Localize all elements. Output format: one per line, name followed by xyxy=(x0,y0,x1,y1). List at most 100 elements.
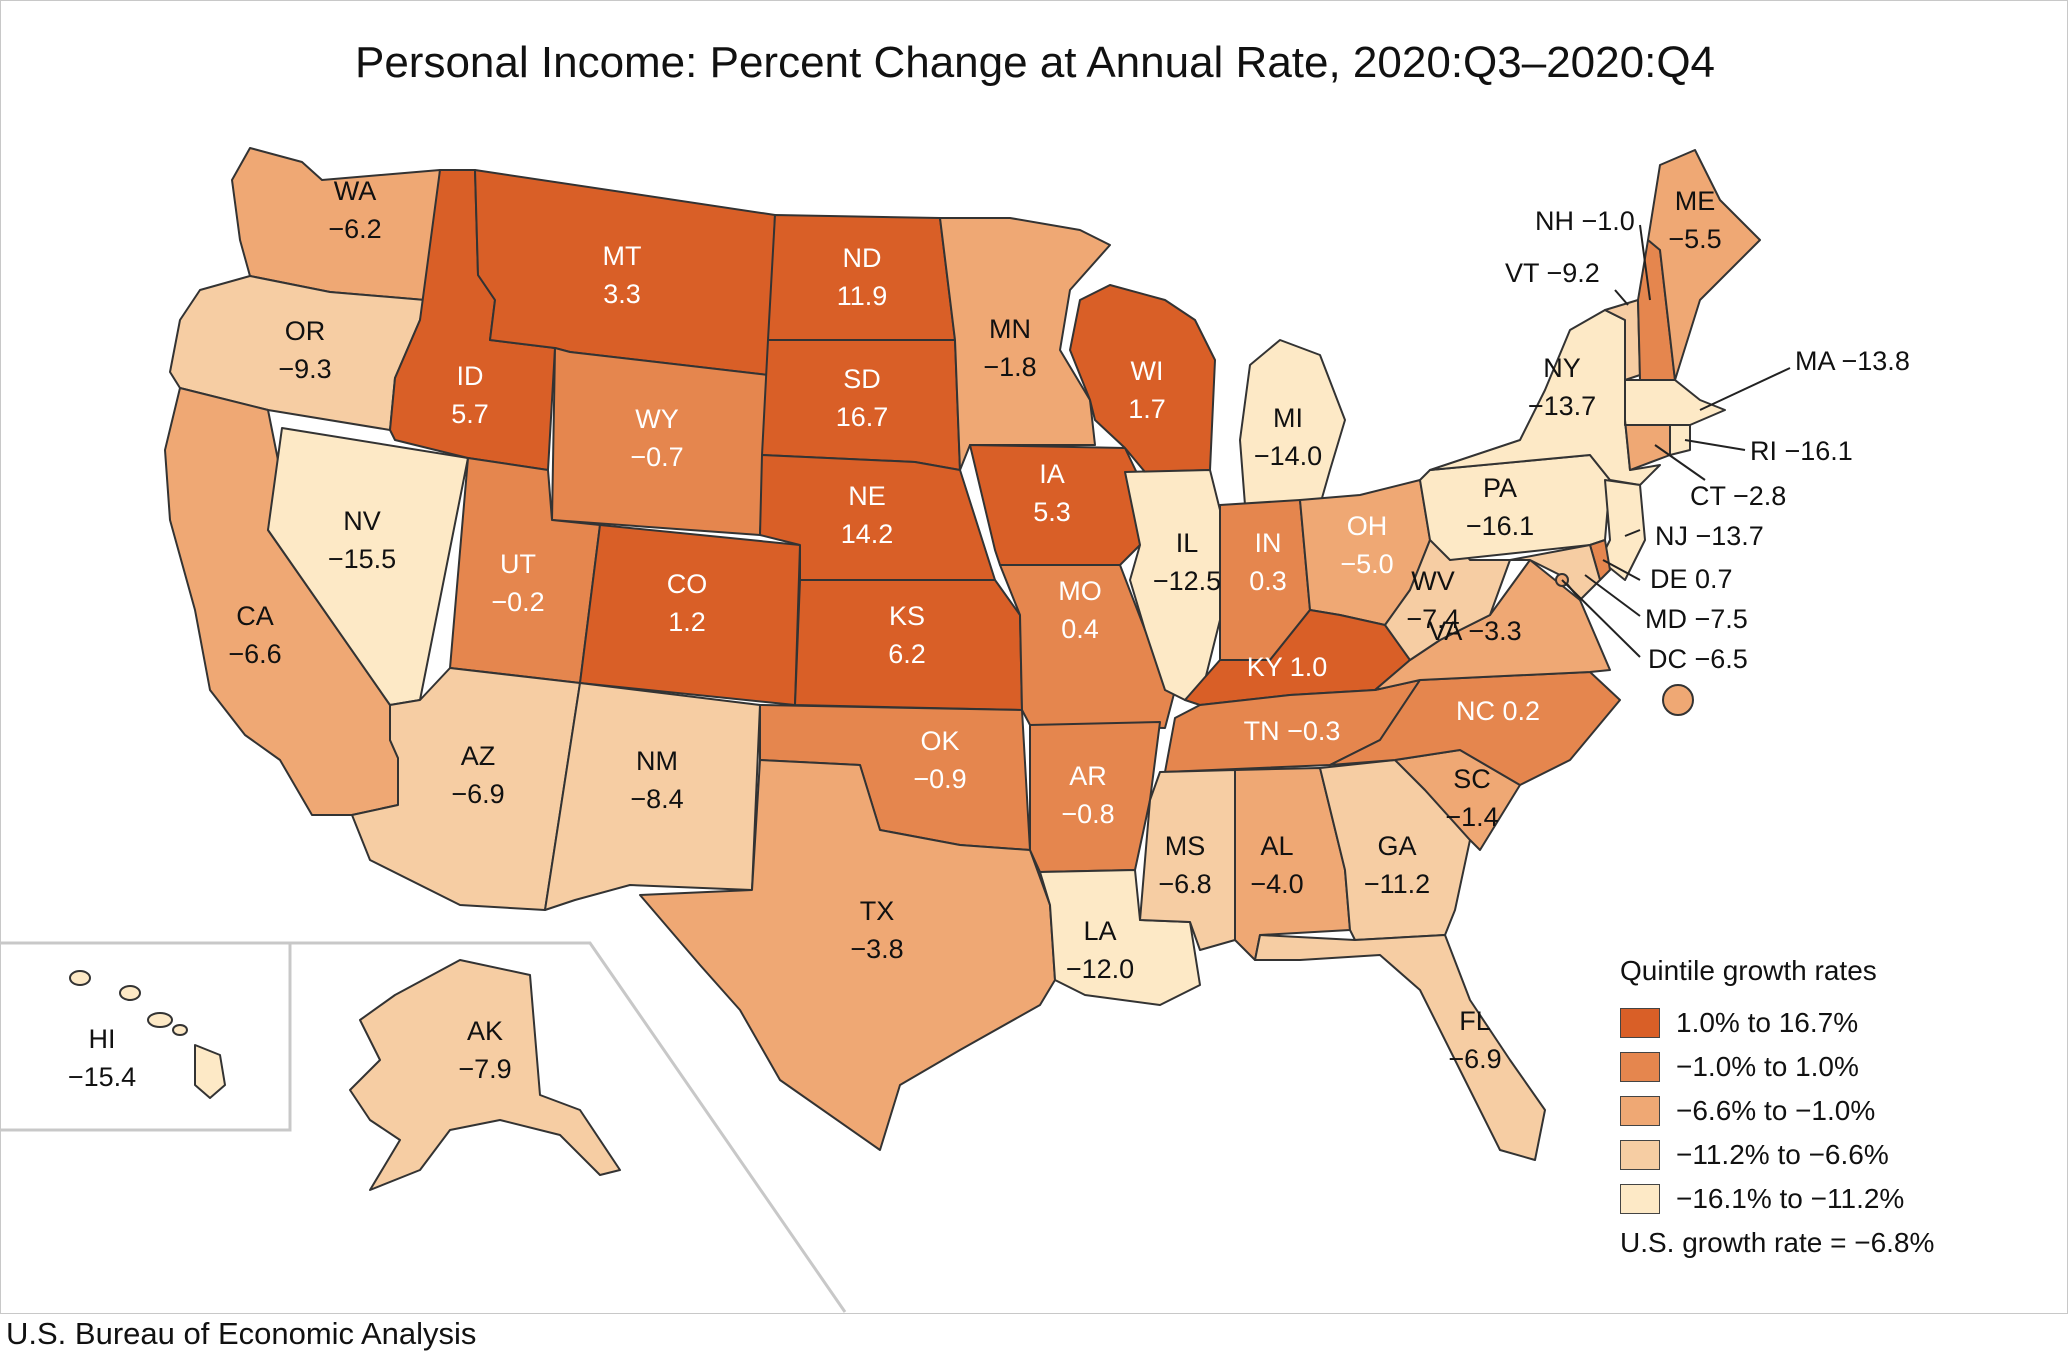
label-ia-abbr: IA xyxy=(1039,459,1065,489)
state-AK[interactable] xyxy=(349,959,621,1191)
state-AR[interactable] xyxy=(1029,721,1161,873)
label-tn: TN −0.3 xyxy=(1244,716,1341,746)
label-wv-value: −7.4 xyxy=(1406,604,1459,634)
callout-ct: CT −2.8 xyxy=(1690,481,1786,511)
legend-label: −6.6% to −1.0% xyxy=(1676,1095,1876,1126)
label-ut-value: −0.2 xyxy=(491,587,544,617)
label-ms-value: −6.8 xyxy=(1158,869,1211,899)
state-NC[interactable] xyxy=(1329,671,1621,786)
label-mt-value: 3.3 xyxy=(603,279,641,309)
label-az-value: −6.9 xyxy=(451,779,504,809)
label-sd-value: 16.7 xyxy=(836,402,889,432)
label-tx-abbr: TX xyxy=(860,896,895,926)
label-ca-abbr: CA xyxy=(236,601,274,631)
label-nd-abbr: ND xyxy=(843,243,882,273)
label-me-abbr: ME xyxy=(1675,186,1716,216)
legend-title: Quintile growth rates xyxy=(1620,955,1877,986)
state-VT[interactable] xyxy=(1604,299,1641,381)
state-MA[interactable] xyxy=(1624,379,1726,426)
callout-lines xyxy=(1561,224,1791,658)
state-FL[interactable] xyxy=(1254,934,1546,1161)
callout-md: MD −7.5 xyxy=(1645,604,1748,634)
label-ne-value: 14.2 xyxy=(841,519,894,549)
label-co-abbr: CO xyxy=(667,569,708,599)
state-CT[interactable] xyxy=(1624,419,1671,471)
callout-de: DE 0.7 xyxy=(1650,564,1733,594)
label-fl-value: −6.9 xyxy=(1448,1044,1501,1074)
callout-dc: DC −6.5 xyxy=(1648,644,1748,674)
label-mt-abbr: MT xyxy=(603,241,642,271)
callout-vt: VT −9.2 xyxy=(1505,258,1600,288)
hawaii-inset-box xyxy=(0,941,292,1132)
label-wi-abbr: WI xyxy=(1131,356,1164,386)
label-ne-abbr: NE xyxy=(848,481,886,511)
label-mo-abbr: MO xyxy=(1058,576,1102,606)
state-MN[interactable] xyxy=(939,217,1111,471)
callout-ma: MA −13.8 xyxy=(1795,346,1910,376)
legend-swatch xyxy=(1620,1052,1660,1082)
legend-item: −11.2% to −6.6% xyxy=(1620,1133,2040,1177)
label-wi-value: 1.7 xyxy=(1128,394,1166,424)
state-MI[interactable] xyxy=(1239,339,1346,506)
label-pa-abbr: PA xyxy=(1483,473,1517,503)
label-mn-abbr: MN xyxy=(989,314,1031,344)
legend-swatch xyxy=(1620,1096,1660,1126)
label-wa-value: −6.2 xyxy=(328,214,381,244)
state-NJ[interactable] xyxy=(1599,479,1646,581)
label-ia-value: 5.3 xyxy=(1033,497,1071,527)
label-ok-abbr: OK xyxy=(920,726,959,756)
label-hi-value: −15.4 xyxy=(68,1062,136,1092)
label-or-value: −9.3 xyxy=(278,354,331,384)
label-ar-value: −0.8 xyxy=(1061,799,1114,829)
label-wy-abbr: WY xyxy=(635,404,679,434)
label-mi-value: −14.0 xyxy=(1254,441,1322,471)
label-in-abbr: IN xyxy=(1255,528,1282,558)
label-al-value: −4.0 xyxy=(1250,869,1303,899)
us-growth-rate: U.S. growth rate = −6.8% xyxy=(1620,1227,1935,1258)
legend-item: −6.6% to −1.0% xyxy=(1620,1089,2040,1133)
label-ar-abbr: AR xyxy=(1069,761,1107,791)
label-mi-abbr: MI xyxy=(1273,403,1303,433)
legend-swatch xyxy=(1620,1140,1660,1170)
label-ga-value: −11.2 xyxy=(1364,869,1430,899)
state-PA[interactable] xyxy=(1419,454,1611,561)
label-nc: NC 0.2 xyxy=(1456,696,1540,726)
label-sc-value: −1.4 xyxy=(1445,802,1498,832)
label-la-value: −12.0 xyxy=(1066,954,1134,984)
state-MT[interactable] xyxy=(474,169,776,376)
label-ks-abbr: KS xyxy=(889,601,925,631)
label-ny-value: −13.7 xyxy=(1528,391,1596,421)
state-ME[interactable] xyxy=(1647,149,1761,381)
label-me-value: −5.5 xyxy=(1668,224,1721,254)
state-TX[interactable] xyxy=(639,759,1056,1151)
label-nv-abbr: NV xyxy=(343,506,381,536)
callout-nh: NH −1.0 xyxy=(1535,206,1635,236)
label-wy-value: −0.7 xyxy=(630,442,683,472)
label-il-abbr: IL xyxy=(1176,528,1199,558)
label-in-value: 0.3 xyxy=(1249,566,1287,596)
label-ak-value: −7.9 xyxy=(458,1054,511,1084)
state-IA[interactable] xyxy=(969,444,1146,566)
state-ND[interactable] xyxy=(767,214,956,341)
legend-label: 1.0% to 16.7% xyxy=(1676,1007,1859,1038)
state-WY[interactable] xyxy=(551,347,769,536)
label-oh-abbr: OH xyxy=(1347,511,1388,541)
state-MD[interactable] xyxy=(1509,544,1601,601)
label-nm-value: −8.4 xyxy=(630,784,683,814)
legend-item: −1.0% to 1.0% xyxy=(1620,1045,2040,1089)
state-LA[interactable] xyxy=(1039,869,1201,1006)
label-sc-abbr: SC xyxy=(1453,764,1491,794)
legend: Quintile growth rates 1.0% to 16.7% −1.0%… xyxy=(1620,955,2040,1259)
map-title: Personal Income: Percent Change at Annua… xyxy=(354,38,1716,87)
state-RI[interactable] xyxy=(1669,424,1691,456)
source-credit: U.S. Bureau of Economic Analysis xyxy=(6,1316,477,1351)
state-MO[interactable] xyxy=(999,564,1176,729)
label-tx-value: −3.8 xyxy=(850,934,903,964)
ocean-island-marker xyxy=(1662,684,1694,716)
state-WV[interactable] xyxy=(1384,534,1511,661)
label-nd-value: 11.9 xyxy=(837,281,888,311)
state-HI[interactable] xyxy=(69,970,226,1099)
label-mn-value: −1.8 xyxy=(983,352,1036,382)
label-ut-abbr: UT xyxy=(500,549,536,579)
legend-item: −16.1% to −11.2% xyxy=(1620,1177,2040,1221)
